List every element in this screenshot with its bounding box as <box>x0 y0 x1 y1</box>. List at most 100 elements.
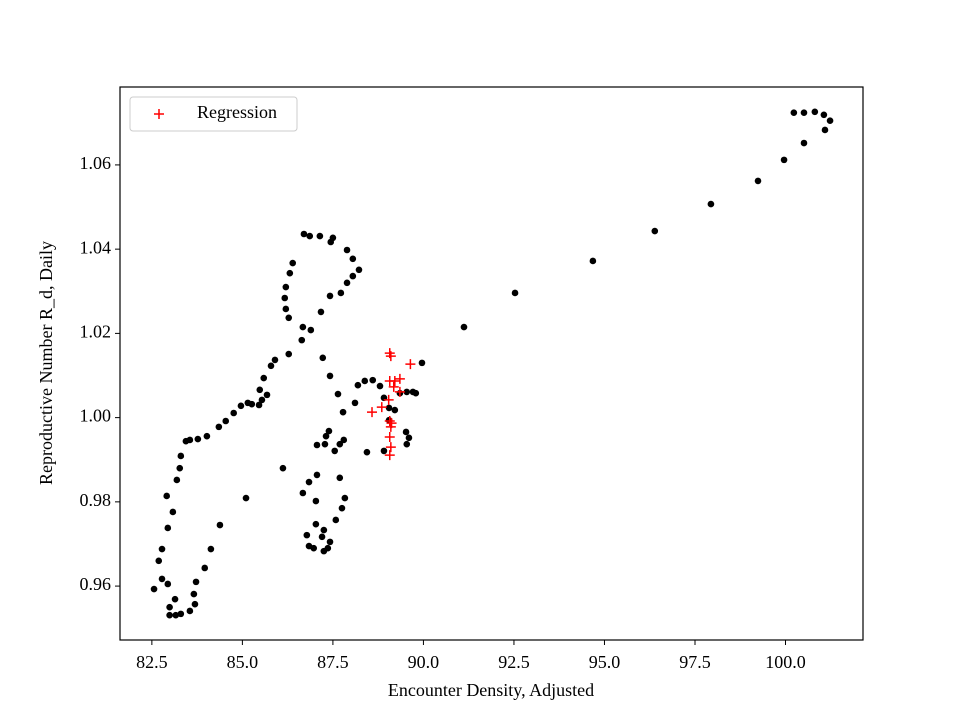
y-tick-label: 0.96 <box>80 574 112 594</box>
point <box>237 402 245 410</box>
point <box>336 440 344 448</box>
point <box>203 432 211 440</box>
point <box>263 391 271 399</box>
point <box>338 504 346 512</box>
point <box>343 279 351 287</box>
point <box>306 232 314 240</box>
plus-marker <box>376 402 387 413</box>
point <box>321 440 329 448</box>
point <box>255 401 263 409</box>
regression-point <box>394 373 405 384</box>
point <box>511 289 519 297</box>
y-tick-label: 1.06 <box>80 153 112 173</box>
point <box>279 464 287 472</box>
point <box>173 476 181 484</box>
plus-marker <box>384 450 395 461</box>
point <box>303 531 311 539</box>
plot-frame <box>119 86 864 641</box>
x-tick-label: 100.0 <box>765 652 806 672</box>
plus-marker <box>394 386 405 397</box>
point <box>163 492 171 500</box>
point <box>402 428 410 436</box>
point <box>354 381 362 389</box>
point <box>332 516 340 524</box>
point <box>343 246 351 254</box>
point <box>242 494 250 502</box>
point <box>351 399 359 407</box>
point <box>248 400 256 408</box>
regression-point <box>376 402 387 413</box>
point <box>403 388 411 396</box>
point <box>164 524 172 532</box>
point <box>267 362 275 370</box>
x-tick-label: 90.0 <box>408 652 440 672</box>
regression-point <box>384 431 395 442</box>
point <box>320 526 328 534</box>
point <box>811 108 819 116</box>
y-axis-label: Reproductive Number R_d, Daily <box>36 241 56 485</box>
point <box>176 464 184 472</box>
point <box>282 283 290 291</box>
y-tick-label: 1.02 <box>80 322 112 342</box>
point <box>334 390 342 398</box>
point <box>177 452 185 460</box>
point <box>155 557 163 565</box>
point <box>316 232 324 240</box>
point <box>150 585 158 593</box>
x-tick-label: 82.5 <box>136 652 168 672</box>
point <box>324 544 332 552</box>
legend-marker <box>154 109 164 119</box>
point <box>821 126 829 134</box>
point <box>405 434 413 442</box>
point <box>800 109 808 116</box>
point <box>385 404 393 412</box>
point <box>158 575 166 583</box>
x-tick-label: 95.0 <box>589 652 621 672</box>
point <box>412 389 420 397</box>
point <box>341 494 349 502</box>
point <box>790 109 798 116</box>
point <box>800 139 808 147</box>
plus-marker <box>405 359 416 370</box>
point <box>305 478 313 486</box>
point <box>172 611 180 619</box>
x-axis-label: Encounter Density, Adjusted <box>388 680 594 700</box>
plus-marker <box>385 442 396 453</box>
regression-point <box>405 359 416 370</box>
regression-point <box>385 421 396 432</box>
point <box>355 266 363 274</box>
point <box>336 474 344 482</box>
point <box>331 447 339 455</box>
point <box>317 308 325 316</box>
point <box>299 489 307 497</box>
point <box>312 520 320 528</box>
point <box>340 436 348 444</box>
y-tick-label: 0.98 <box>80 490 112 510</box>
point <box>349 272 357 280</box>
point <box>312 497 320 505</box>
point <box>307 326 315 334</box>
point <box>260 374 268 382</box>
point <box>230 409 237 417</box>
point <box>403 440 411 448</box>
point <box>186 436 194 444</box>
point <box>318 533 326 541</box>
point <box>282 305 290 313</box>
point <box>391 406 399 414</box>
plus-marker <box>385 421 396 432</box>
legend-box <box>129 96 298 132</box>
point <box>589 257 597 265</box>
regression-point <box>385 442 396 453</box>
point <box>285 314 293 322</box>
point <box>166 603 173 611</box>
point <box>164 580 172 588</box>
point <box>289 259 297 267</box>
point <box>310 544 318 552</box>
point <box>326 292 334 300</box>
point <box>201 564 209 572</box>
point <box>186 607 194 615</box>
point <box>326 538 334 546</box>
plus-marker <box>367 407 378 418</box>
regression-point <box>388 381 399 392</box>
